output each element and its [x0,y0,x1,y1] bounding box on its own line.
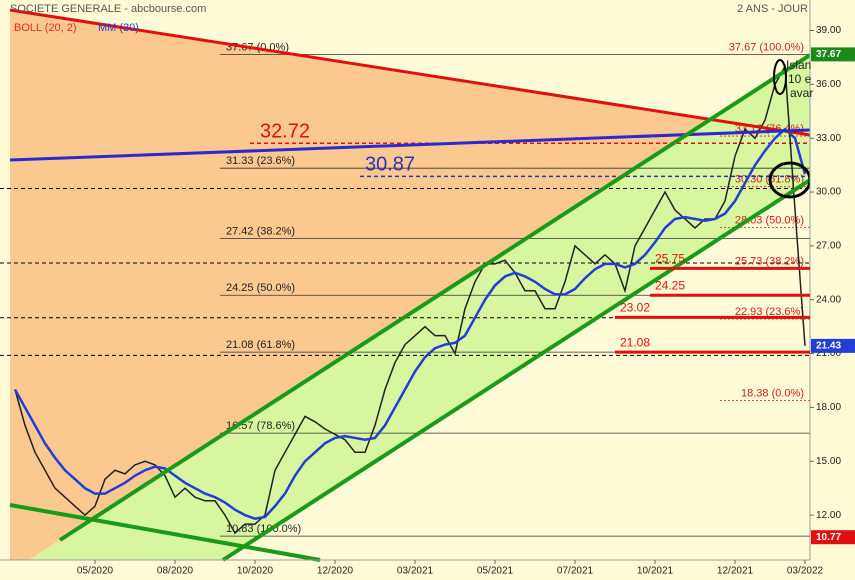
x-tick-label: 10/2021 [637,566,674,577]
red-level-label: 21.08 [620,335,650,349]
channel-line [58,53,812,542]
fib-label: 22.93 (23.6%) [735,306,804,318]
moving-average [13,127,807,521]
channel-line [221,178,812,562]
y-tick-label: 12.00 [816,510,841,521]
legend-entry: BOLL (20, 2) [14,22,77,34]
y-tick-label: 15.00 [816,456,841,467]
y-tick-label: 18.00 [816,402,841,413]
annotation: Islan [786,58,811,72]
fib-label: 37.67 (100.0%) [729,41,804,53]
red-level-label: 23.02 [620,301,650,315]
annotation: 10 e [788,72,812,86]
x-tick-label: 07/2021 [557,566,594,577]
price-tag-label: 37.67 [816,49,841,60]
annotation: avar [790,86,813,100]
x-tick-label: 03/2022 [787,566,824,577]
resistance-zone [10,10,710,560]
price-tag [811,47,855,62]
price-line [14,63,806,535]
chart-subtitle: 2 ANS - JOUR [737,3,808,15]
price-tag-label: 10.77 [816,532,841,543]
chart-title: SOCIETE GENERALE - abcbourse.com [10,3,206,15]
x-tick-label: 03/2021 [397,566,434,577]
red-level-label: 25.75 [655,252,685,266]
price-tag-label: 21.43 [816,341,841,352]
fib-label: 21.08 (61.8%) [226,339,295,351]
fib-label: 10.83 (100.0%) [226,523,301,535]
fib-label: 31.33 (23.6%) [226,155,295,167]
trend-line [9,8,811,137]
trend-line [9,128,811,162]
fib-label: 27.42 (38.2%) [226,225,295,237]
support-line [9,503,321,562]
red-level-label: 24.25 [655,278,685,292]
fib-label: 18.38 (0.0%) [741,388,804,400]
y-tick-label: 21.00 [816,348,841,359]
y-tick-label: 24.00 [816,294,841,305]
y-tick-label: 39.00 [816,25,841,36]
x-tick-label: 05/2020 [77,566,114,577]
marked-level-label: 30.87 [365,154,415,176]
fib-label: 24.25 (50.0%) [226,282,295,294]
x-tick-label: 10/2020 [237,566,274,577]
fib-label: 25.73 (38.2%) [735,256,804,268]
y-tick-label: 27.00 [816,241,841,252]
y-tick-label: 36.00 [816,79,841,90]
price-tag [811,530,855,545]
y-tick-label: 33.00 [816,133,841,144]
price-tag [811,338,855,353]
y-tick-label: 30.00 [816,187,841,198]
x-tick-label: 05/2021 [477,566,514,577]
marked-level-label: 32.72 [260,121,310,143]
circle-mark [773,59,787,95]
x-tick-label: 08/2020 [157,566,194,577]
legend-entry: MM (30) [98,22,139,34]
axis-panel [810,0,855,580]
x-tick-label: 12/2021 [717,566,754,577]
x-tick-label: 12/2020 [317,566,354,577]
